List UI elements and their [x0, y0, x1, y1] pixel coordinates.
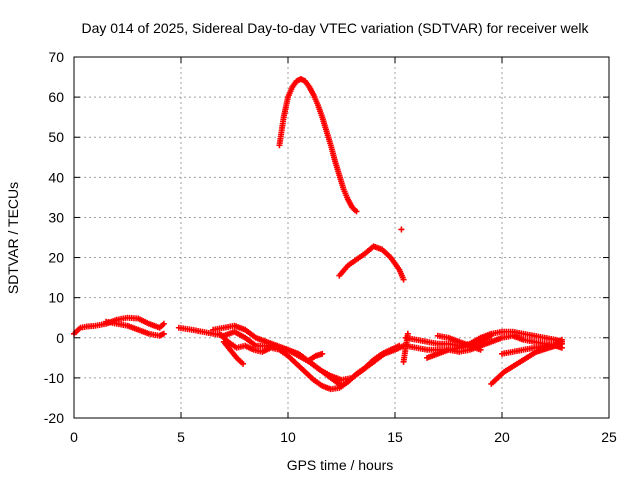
data-point-marker [160, 330, 167, 337]
series-pass-04 [210, 322, 345, 389]
y-tick-label: 60 [48, 89, 64, 105]
y-tick-label: 50 [48, 129, 64, 145]
series-pass-05 [216, 330, 403, 393]
x-tick-label: 10 [280, 429, 296, 445]
series-pass-02 [103, 318, 167, 339]
grid-lines [74, 57, 609, 418]
y-tick-label: 40 [48, 169, 64, 185]
series-pass-09 [336, 243, 407, 283]
x-tick-label: 20 [494, 429, 510, 445]
data-point-marker [240, 360, 247, 367]
series-pass-06 [220, 338, 247, 367]
y-tick-label: 10 [48, 290, 64, 306]
y-tick-label: -10 [44, 370, 64, 386]
data-point-marker [477, 346, 484, 353]
data-point-marker [488, 332, 495, 339]
x-tick-label: 15 [387, 429, 403, 445]
y-axis-label: SDTVAR / TECUs [5, 182, 21, 294]
series-pass-17 [499, 336, 565, 357]
data-point-marker [398, 226, 405, 233]
data-point-marker [319, 350, 326, 357]
axis-ticks [73, 56, 610, 419]
data-point-marker [558, 336, 565, 343]
series-pass-07 [306, 350, 326, 363]
x-tick-labels: 0 5 10 15 20 25 [70, 429, 617, 445]
y-tick-label: 0 [56, 330, 64, 346]
data-point-marker [396, 342, 403, 349]
y-tick-label: 70 [48, 49, 64, 65]
series-pass-08 [276, 76, 360, 215]
x-tick-label: 0 [70, 429, 78, 445]
data-points [71, 76, 565, 393]
series-pass-15 [434, 332, 484, 353]
plot-frame [73, 56, 610, 419]
chart-title: Day 014 of 2025, Sidereal Day-to-day VTE… [81, 20, 589, 36]
x-tick-label: 5 [177, 429, 185, 445]
y-tick-labels: -20 -10 0 10 20 30 40 50 60 70 [44, 49, 64, 426]
series-pass-16 [488, 340, 565, 387]
y-tick-label: 30 [48, 209, 64, 225]
x-axis-label: GPS time / hours [287, 457, 394, 473]
x-tick-label: 25 [601, 429, 617, 445]
data-point-marker [400, 276, 407, 283]
y-tick-label: 20 [48, 250, 64, 266]
y-tick-label: -20 [44, 410, 64, 426]
data-point-marker [353, 208, 360, 215]
data-point-marker [160, 320, 167, 327]
